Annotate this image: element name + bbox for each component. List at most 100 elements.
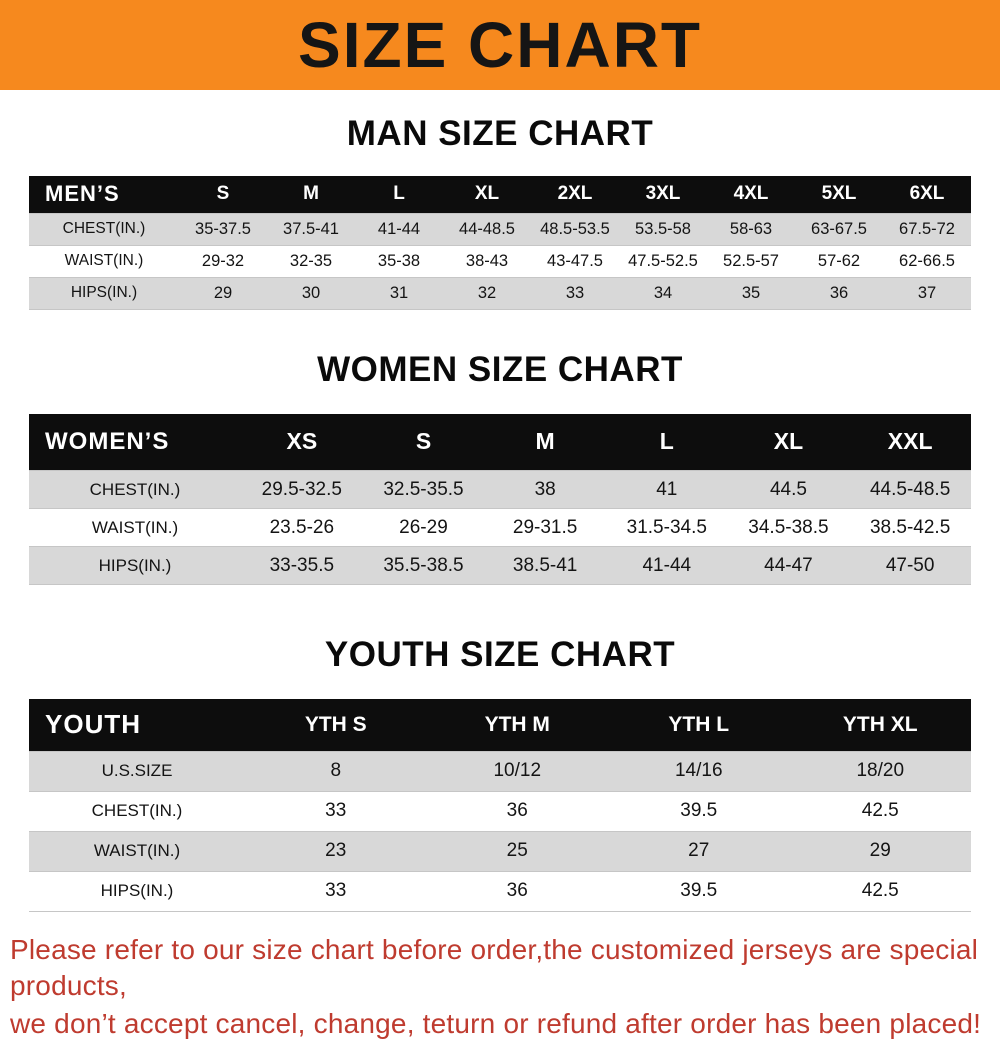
value-cell: 33 xyxy=(245,870,427,912)
row-label-cell: WAIST(IN.) xyxy=(29,244,179,277)
row-label-cell: HIPS(IN.) xyxy=(29,276,179,310)
table-row: CHEST(IN.) 35-37.5 37.5-41 41-44 44-48.5 48.5… xyxy=(29,212,971,245)
size-header-cell: YTH S xyxy=(245,699,427,751)
table-title-cell: MEN’S xyxy=(29,176,179,213)
table-header-row: MEN’S S M L XL 2XL 3XL 4XL 5XL 6XL xyxy=(29,176,971,213)
size-header-cell: S xyxy=(179,176,267,213)
value-cell: 52.5-57 xyxy=(707,244,795,277)
table-title-cell: YOUTH xyxy=(29,699,245,751)
table-row: WAIST(IN.) 29-32 32-35 35-38 38-43 43-47.5 47.… xyxy=(29,244,971,277)
size-header-cell: XS xyxy=(241,413,363,471)
value-cell: 29 xyxy=(179,276,267,310)
value-cell: 23.5-26 xyxy=(241,508,363,547)
value-cell: 37.5-41 xyxy=(267,212,355,245)
size-header-cell: 2XL xyxy=(531,176,619,213)
value-cell: 42.5 xyxy=(789,870,971,912)
size-header-cell: XXL xyxy=(849,413,971,471)
youth-section-title: YOUTH SIZE CHART xyxy=(324,635,676,674)
value-cell: 29 xyxy=(789,830,971,871)
table-row: U.S.SIZE 8 10/12 14/16 18/20 xyxy=(29,750,971,791)
value-cell: 34 xyxy=(619,276,707,310)
size-header-cell: 3XL xyxy=(619,176,707,213)
row-label-cell: HIPS(IN.) xyxy=(29,870,245,912)
youth-size-table: YOUTH YTH S YTH M YTH L YTH XL U.S.SIZE 8 10/12… xyxy=(29,699,971,912)
size-header-cell: 4XL xyxy=(707,176,795,213)
size-header-cell: M xyxy=(267,176,355,213)
value-cell: 35.5-38.5 xyxy=(362,546,485,585)
value-cell: 44.5-48.5 xyxy=(849,470,971,509)
youth-size-section: YOUTH SIZE CHART YOUTH YTH S YTH M YTH L YTH… xyxy=(0,635,1000,912)
value-cell: 53.5-58 xyxy=(619,212,707,245)
value-cell: 31.5-34.5 xyxy=(605,508,728,547)
value-cell: 58-63 xyxy=(707,212,795,245)
value-cell: 41 xyxy=(605,470,728,509)
value-cell: 44-48.5 xyxy=(443,212,531,245)
value-cell: 38-43 xyxy=(443,244,531,277)
table-row: HIPS(IN.) 33 36 39.5 42.5 xyxy=(29,870,971,912)
value-cell: 31 xyxy=(355,276,443,310)
value-cell: 36 xyxy=(795,276,883,310)
footer-note: Please refer to our size chart before or… xyxy=(10,932,990,1043)
value-cell: 29-32 xyxy=(179,244,267,277)
size-header-cell: S xyxy=(362,413,485,471)
value-cell: 30 xyxy=(267,276,355,310)
value-cell: 35-38 xyxy=(355,244,443,277)
value-cell: 39.5 xyxy=(608,870,790,912)
value-cell: 32 xyxy=(443,276,531,310)
value-cell: 18/20 xyxy=(789,750,971,791)
table-row: WAIST(IN.) 23 25 27 29 xyxy=(29,830,971,871)
value-cell: 33 xyxy=(245,790,427,831)
value-cell: 25 xyxy=(426,830,608,871)
value-cell: 27 xyxy=(608,830,790,871)
value-cell: 41-44 xyxy=(605,546,728,585)
value-cell: 67.5-72 xyxy=(883,212,971,245)
value-cell: 35-37.5 xyxy=(179,212,267,245)
row-label-cell: CHEST(IN.) xyxy=(29,790,245,831)
value-cell: 47-50 xyxy=(849,546,971,585)
value-cell: 33-35.5 xyxy=(241,546,363,585)
table-title-cell: WOMEN’S xyxy=(29,413,241,471)
footer-note-line2: we don’t accept cancel, change, teturn o… xyxy=(10,1008,982,1040)
size-header-cell: L xyxy=(355,176,443,213)
banner: SIZE CHART xyxy=(0,0,1000,90)
value-cell: 44.5 xyxy=(727,470,850,509)
footer-note-line1: Please refer to our size chart before or… xyxy=(10,933,979,1001)
value-cell: 38.5-42.5 xyxy=(849,508,971,547)
value-cell: 43-47.5 xyxy=(531,244,619,277)
table-header-row: YOUTH YTH S YTH M YTH L YTH XL xyxy=(29,699,971,751)
row-label-cell: CHEST(IN.) xyxy=(29,212,179,245)
value-cell: 47.5-52.5 xyxy=(619,244,707,277)
value-cell: 34.5-38.5 xyxy=(727,508,850,547)
value-cell: 14/16 xyxy=(608,750,790,791)
table-row: HIPS(IN.) 33-35.5 35.5-38.5 38.5-41 41-44 44-… xyxy=(29,546,971,585)
men-size-table: MEN’S S M L XL 2XL 3XL 4XL 5XL 6XL CHEST(IN.) 35-37… xyxy=(29,176,971,310)
value-cell: 38 xyxy=(484,470,606,509)
value-cell: 42.5 xyxy=(789,790,971,831)
value-cell: 36 xyxy=(426,790,608,831)
women-size-section: WOMEN SIZE CHART WOMEN’S XS S M L XL XXL CHEST(… xyxy=(0,350,1000,585)
value-cell: 44-47 xyxy=(727,546,850,585)
men-section-title: MAN SIZE CHART xyxy=(346,114,654,153)
value-cell: 33 xyxy=(531,276,619,310)
size-header-cell: YTH L xyxy=(608,699,790,751)
row-label-cell: WAIST(IN.) xyxy=(29,830,245,871)
value-cell: 38.5-41 xyxy=(484,546,606,585)
value-cell: 63-67.5 xyxy=(795,212,883,245)
table-header-row: WOMEN’S XS S M L XL XXL xyxy=(29,413,971,471)
row-label-cell: CHEST(IN.) xyxy=(29,470,241,509)
men-size-section: MAN SIZE CHART MEN’S S M L XL 2XL 3XL 4XL 5XL 6XL… xyxy=(0,114,1000,310)
women-size-table: WOMEN’S XS S M L XL XXL CHEST(IN.) 29.5-32.5 32.5… xyxy=(29,413,971,585)
row-label-cell: U.S.SIZE xyxy=(29,750,245,791)
value-cell: 62-66.5 xyxy=(883,244,971,277)
value-cell: 39.5 xyxy=(608,790,790,831)
size-header-cell: YTH XL xyxy=(789,699,971,751)
size-header-cell: 5XL xyxy=(795,176,883,213)
value-cell: 26-29 xyxy=(362,508,485,547)
table-row: HIPS(IN.) 29 30 31 32 33 34 35 36 37 xyxy=(29,276,971,310)
value-cell: 41-44 xyxy=(355,212,443,245)
table-row: WAIST(IN.) 23.5-26 26-29 29-31.5 31.5-34.5 34… xyxy=(29,508,971,547)
row-label-cell: HIPS(IN.) xyxy=(29,546,241,585)
size-header-cell: XL xyxy=(727,413,850,471)
value-cell: 8 xyxy=(245,750,427,791)
